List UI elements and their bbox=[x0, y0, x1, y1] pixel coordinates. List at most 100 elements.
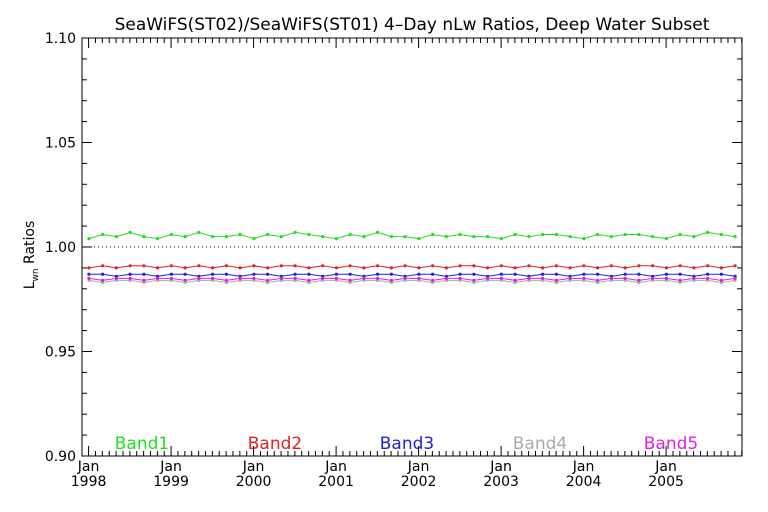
data-point bbox=[101, 232, 105, 237]
data-point bbox=[499, 276, 503, 280]
series-layer bbox=[87, 230, 737, 285]
data-point bbox=[664, 237, 669, 241]
data-point bbox=[541, 272, 545, 276]
x-tick-label-month: Jan bbox=[242, 459, 265, 475]
data-point bbox=[321, 276, 325, 280]
data-point bbox=[252, 264, 256, 268]
data-point bbox=[444, 266, 448, 270]
data-point bbox=[513, 232, 517, 237]
plot-area: 0.900.951.001.051.10 Jan1998Jan1999Jan20… bbox=[45, 31, 743, 490]
data-point bbox=[472, 264, 476, 268]
data-point bbox=[142, 264, 146, 268]
data-point bbox=[651, 264, 655, 268]
data-point bbox=[664, 266, 669, 270]
data-point bbox=[334, 237, 338, 241]
x-tick-label-year: 1999 bbox=[153, 474, 189, 490]
legend-item-band5: Band5 bbox=[644, 434, 698, 454]
data-point bbox=[362, 235, 366, 239]
data-point bbox=[609, 276, 614, 280]
data-point bbox=[156, 237, 160, 241]
data-point bbox=[128, 272, 132, 276]
series-line bbox=[88, 273, 736, 277]
data-point bbox=[499, 272, 503, 276]
data-point bbox=[389, 235, 393, 239]
data-point bbox=[183, 272, 187, 276]
data-point bbox=[568, 276, 572, 280]
data-point bbox=[637, 272, 641, 276]
data-point bbox=[362, 266, 366, 270]
data-point bbox=[403, 235, 407, 239]
series-line bbox=[88, 279, 736, 284]
x-axis: Jan1998Jan1999Jan2000Jan2001Jan2002Jan20… bbox=[71, 38, 743, 490]
series-band1 bbox=[87, 230, 737, 241]
data-point bbox=[376, 230, 380, 234]
data-point bbox=[431, 232, 435, 237]
data-point bbox=[431, 278, 435, 282]
data-point bbox=[211, 276, 215, 280]
data-point bbox=[733, 264, 737, 268]
x-tick-label-month: Jan bbox=[77, 459, 100, 475]
data-point bbox=[169, 264, 173, 268]
data-point bbox=[169, 276, 173, 280]
x-tick-label-year: 2004 bbox=[566, 474, 602, 490]
y-tick-label: 0.95 bbox=[45, 345, 76, 361]
data-point bbox=[87, 276, 91, 280]
data-point bbox=[513, 278, 517, 282]
y-tick-label: 0.90 bbox=[45, 449, 76, 465]
data-point bbox=[527, 264, 531, 268]
data-point bbox=[197, 230, 201, 234]
data-point bbox=[513, 272, 517, 276]
data-point bbox=[733, 235, 737, 239]
data-point bbox=[87, 272, 91, 276]
data-point bbox=[541, 266, 545, 270]
data-point bbox=[128, 264, 132, 268]
data-point bbox=[252, 276, 256, 280]
data-point bbox=[596, 232, 600, 237]
y-axis: 0.90 0.95 1.00 1.05 1.10 bbox=[45, 31, 742, 465]
data-point bbox=[554, 232, 559, 237]
y-axis-label: Lwn Ratios bbox=[22, 221, 41, 290]
x-tick-label-month: Jan bbox=[654, 459, 677, 475]
data-point bbox=[266, 272, 270, 276]
data-point bbox=[472, 272, 476, 276]
data-point bbox=[197, 264, 201, 268]
legend-item-band4: Band4 bbox=[513, 434, 567, 454]
data-point bbox=[376, 276, 380, 280]
data-point bbox=[458, 276, 462, 280]
data-point bbox=[334, 276, 338, 280]
data-point bbox=[183, 235, 187, 239]
data-point bbox=[458, 232, 462, 237]
data-point bbox=[486, 235, 490, 239]
data-point bbox=[266, 232, 270, 237]
data-point bbox=[348, 278, 352, 282]
legend-item-band2: Band2 bbox=[248, 434, 302, 454]
data-point bbox=[376, 272, 380, 276]
x-tick-label-year: 2001 bbox=[318, 474, 354, 490]
data-point bbox=[114, 235, 118, 239]
data-point bbox=[582, 276, 586, 280]
data-point bbox=[252, 272, 256, 276]
data-point bbox=[224, 235, 228, 239]
y-axis-label-rest: Ratios bbox=[22, 221, 38, 269]
data-point bbox=[499, 237, 503, 241]
data-point bbox=[87, 237, 91, 241]
data-point bbox=[706, 272, 710, 276]
data-point bbox=[678, 232, 682, 237]
data-point bbox=[513, 266, 517, 270]
data-point bbox=[692, 276, 696, 280]
y-tick-label: 1.00 bbox=[45, 240, 76, 256]
data-point bbox=[596, 272, 600, 276]
data-point bbox=[678, 272, 682, 276]
chart-title: SeaWiFS(ST02)/SeaWiFS(ST01) 4–Day nLw Ra… bbox=[115, 15, 710, 35]
data-point bbox=[348, 232, 352, 237]
data-point bbox=[444, 235, 448, 239]
y-axis-label-main: L bbox=[22, 281, 38, 289]
data-point bbox=[321, 235, 325, 239]
data-point bbox=[307, 266, 311, 270]
data-point bbox=[224, 264, 228, 268]
data-point bbox=[238, 276, 242, 280]
data-point bbox=[692, 266, 696, 270]
data-point bbox=[637, 278, 641, 282]
data-point bbox=[211, 235, 215, 239]
